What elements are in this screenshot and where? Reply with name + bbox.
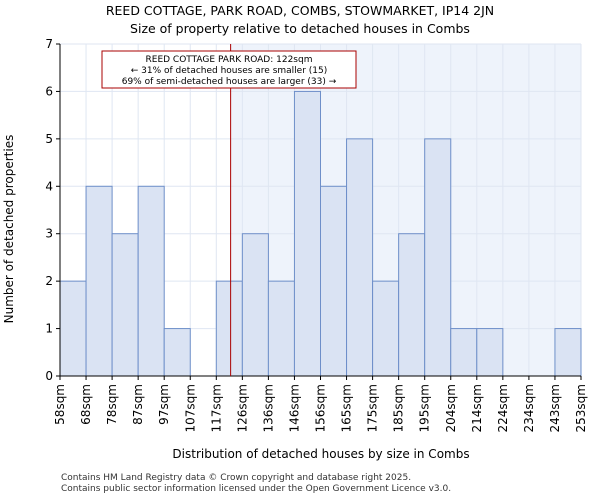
x-tick-label: 97sqm xyxy=(157,384,171,425)
x-tick-label: 58sqm xyxy=(53,384,67,425)
x-tick-label: 136sqm xyxy=(261,384,275,432)
y-tick-label: 0 xyxy=(45,369,53,383)
y-tick-label: 3 xyxy=(45,227,53,241)
bar xyxy=(346,138,374,377)
y-tick-label: 5 xyxy=(45,132,53,146)
bar xyxy=(111,233,139,377)
x-tick-label: 204sqm xyxy=(444,384,458,432)
bar xyxy=(137,185,165,377)
chart-subtitle: Size of property relative to detached ho… xyxy=(130,21,470,36)
bar xyxy=(398,233,426,377)
annotation-line: REED COTTAGE PARK ROAD: 122sqm xyxy=(146,55,313,65)
x-tick-label: 68sqm xyxy=(79,384,93,425)
bar xyxy=(215,280,243,377)
x-axis-label: Distribution of detached houses by size … xyxy=(172,447,469,461)
bar xyxy=(554,328,582,377)
y-tick-label: 2 xyxy=(45,274,53,288)
annotation-line: ← 31% of detached houses are smaller (15… xyxy=(131,66,328,76)
footer-line-1: Contains HM Land Registry data © Crown c… xyxy=(61,473,412,483)
x-tick-label: 146sqm xyxy=(287,384,301,432)
bar xyxy=(267,280,295,377)
y-axis-label: Number of detached properties xyxy=(2,135,16,324)
bar xyxy=(59,280,87,377)
bar xyxy=(476,328,504,377)
x-tick-label: 243sqm xyxy=(548,384,562,432)
chart-title: REED COTTAGE, PARK ROAD, COMBS, STOWMARK… xyxy=(106,3,494,18)
x-tick-label: 117sqm xyxy=(209,384,223,432)
annotation-line: 69% of semi-detached houses are larger (… xyxy=(122,77,337,87)
y-tick-label: 1 xyxy=(45,322,53,336)
annotation-box xyxy=(101,50,357,89)
bar xyxy=(85,185,113,377)
x-tick-label: 195sqm xyxy=(418,384,432,432)
y-tick-label: 4 xyxy=(45,179,53,193)
x-tick-label: 156sqm xyxy=(314,384,328,432)
y-tick-label: 6 xyxy=(45,84,53,98)
x-tick-label: 253sqm xyxy=(574,384,588,432)
x-tick-label: 107sqm xyxy=(183,384,197,432)
bar xyxy=(241,233,269,377)
x-tick-label: 87sqm xyxy=(131,384,145,425)
x-tick-label: 185sqm xyxy=(392,384,406,432)
plot-area: 0 1 2 3 4 5 6 7 58sqm 68sqm 78sqm 87sqm 97sqm 107sqm 1… xyxy=(45,37,588,432)
x-tick-label: 214sqm xyxy=(470,384,484,432)
bar xyxy=(424,138,452,377)
bar xyxy=(320,185,348,377)
bar xyxy=(293,90,322,377)
bar xyxy=(163,328,191,377)
y-tick-label: 7 xyxy=(45,37,53,51)
x-tick-label: 78sqm xyxy=(105,384,119,425)
x-tick-label: 224sqm xyxy=(496,384,510,432)
footer-line-2: Contains public sector information licen… xyxy=(61,484,452,494)
x-tick-label: 234sqm xyxy=(522,384,536,432)
x-tick-label: 175sqm xyxy=(366,384,380,432)
bar xyxy=(372,280,400,377)
bar xyxy=(450,328,478,377)
x-tick-label: 126sqm xyxy=(235,384,249,432)
x-tick-label: 165sqm xyxy=(340,384,354,432)
